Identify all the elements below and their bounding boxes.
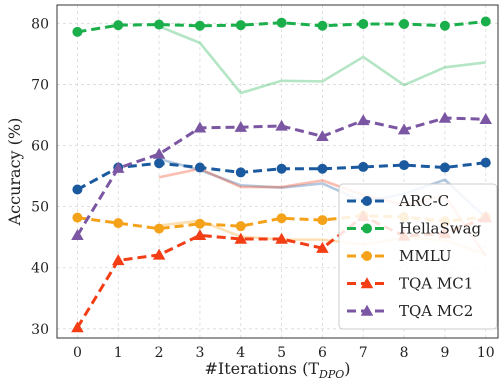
y-tick-label: 30 <box>31 322 49 338</box>
legend-item-arc-c: ARC-C <box>347 192 449 210</box>
point-mmlu <box>72 212 83 223</box>
point-hellaswag <box>194 20 205 31</box>
faded-line-hellaswag <box>158 25 486 95</box>
point-hellaswag <box>358 18 369 29</box>
x-tick-label: 3 <box>195 345 204 361</box>
legend-marker-tqa-mc1 <box>360 277 374 289</box>
point-mmlu <box>235 221 246 232</box>
legend-label-hellaswag: HellaSwag <box>399 220 482 238</box>
point-arc-c <box>194 162 205 173</box>
point-arc-c <box>72 184 83 195</box>
point-tqa-mc1 <box>112 254 125 266</box>
legend-marker-arc-c <box>362 196 372 206</box>
point-arc-c <box>439 162 450 173</box>
legend-label-mmlu: MMLU <box>399 247 452 265</box>
point-tqa-mc2 <box>71 229 84 241</box>
y-tick-label: 80 <box>31 16 49 32</box>
x-tick-label: 4 <box>236 345 245 361</box>
point-tqa-mc2 <box>479 113 492 124</box>
point-hellaswag <box>154 19 165 30</box>
plot-frame <box>56 4 499 339</box>
legend-label-arc-c: ARC-C <box>398 192 449 210</box>
point-tqa-mc1 <box>193 229 207 241</box>
point-hellaswag <box>439 20 450 31</box>
legend-marker-tqa-mc2 <box>360 304 374 316</box>
y-tick-label: 60 <box>31 139 49 155</box>
point-arc-c <box>235 167 246 178</box>
legend-marker-mmlu <box>362 251 372 261</box>
legend-item-hellaswag: HellaSwag <box>347 220 482 238</box>
y-tick-label: 40 <box>31 261 49 277</box>
legend: ARC-C HellaSwag MMLU TQA MC1 TQA MC2 <box>338 183 498 330</box>
tick-labels: 0 1 2 3 4 5 6 7 8 9 10 30 40 50 60 70 80 <box>31 16 494 361</box>
x-tick-label: 7 <box>359 345 368 361</box>
point-tqa-mc1 <box>316 241 329 253</box>
point-arc-c <box>154 158 165 169</box>
legend-label-tqa-mc2: TQA MC2 <box>399 302 473 320</box>
x-tick-label: 5 <box>277 345 286 361</box>
point-arc-c <box>317 163 328 174</box>
x-tick-label: 2 <box>155 345 164 361</box>
legend-box <box>338 183 498 330</box>
point-mmlu <box>276 213 287 224</box>
y-axis-label: Accuracy (%) <box>5 118 24 227</box>
series-arc-c <box>72 157 491 195</box>
point-tqa-mc2 <box>152 147 166 159</box>
point-tqa-mc2 <box>193 121 207 133</box>
point-tqa-mc1 <box>234 232 247 244</box>
legend-label-tqa-mc1: TQA MC1 <box>399 275 473 293</box>
point-tqa-mc2 <box>357 114 370 126</box>
point-tqa-mc1 <box>71 321 84 333</box>
series-tqa-mc2 <box>71 111 492 241</box>
point-hellaswag <box>235 20 246 31</box>
point-mmlu <box>154 223 165 234</box>
point-tqa-mc2 <box>275 119 288 131</box>
point-hellaswag <box>113 20 124 31</box>
point-tqa-mc1 <box>152 248 166 260</box>
point-hellaswag <box>317 20 328 31</box>
x-axis-label-subscript: DPO <box>318 368 344 381</box>
series-hellaswag <box>72 16 491 37</box>
point-tqa-mc2 <box>234 120 247 132</box>
legend-item-tqa-mc2: TQA MC2 <box>347 302 473 320</box>
point-tqa-mc2 <box>112 161 125 173</box>
x-axis-label: #Iterations (TDPO) <box>204 359 350 381</box>
point-tqa-mc2 <box>438 111 452 123</box>
point-arc-c <box>399 160 410 171</box>
point-hellaswag <box>399 18 410 29</box>
x-tick-label: 8 <box>400 345 409 361</box>
point-tqa-mc1 <box>275 232 288 244</box>
x-tick-label: 1 <box>114 345 123 361</box>
point-mmlu <box>317 215 328 226</box>
x-axis-label-close: ) <box>344 359 350 378</box>
x-tick-label: 0 <box>73 345 82 361</box>
point-tqa-mc2 <box>397 123 411 135</box>
point-hellaswag <box>72 26 83 37</box>
x-tick-label: 9 <box>440 345 449 361</box>
point-mmlu <box>194 218 205 229</box>
point-mmlu <box>113 218 124 229</box>
point-arc-c <box>276 163 287 174</box>
legend-item-tqa-mc1: TQA MC1 <box>347 275 473 293</box>
point-hellaswag <box>480 16 491 27</box>
legend-item-mmlu: MMLU <box>347 247 452 265</box>
point-arc-c <box>358 161 369 172</box>
point-hellaswag <box>276 17 287 28</box>
x-tick-label: 6 <box>318 345 327 361</box>
x-tick-label: 10 <box>477 345 495 361</box>
point-arc-c <box>480 157 491 168</box>
legend-marker-hellaswag <box>362 223 372 234</box>
point-tqa-mc2 <box>316 130 329 142</box>
x-axis-label-main: #Iterations (T <box>204 359 319 378</box>
y-tick-label: 50 <box>31 200 49 216</box>
y-tick-label: 70 <box>31 77 49 93</box>
